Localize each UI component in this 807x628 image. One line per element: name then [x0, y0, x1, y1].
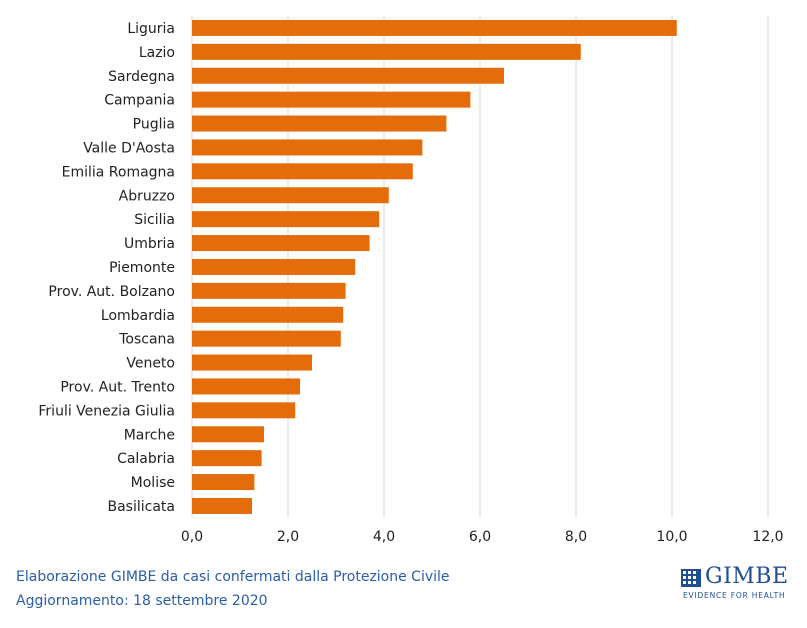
- bar: [192, 474, 255, 491]
- bar: [192, 282, 346, 299]
- category-label: Emilia Romagna: [62, 164, 175, 180]
- category-label: Marche: [124, 427, 175, 443]
- x-tick-label: 2,0: [277, 529, 299, 545]
- x-tick-label: 0,0: [181, 529, 203, 545]
- bar: [192, 258, 356, 275]
- category-label: Veneto: [126, 356, 175, 372]
- footer-source-note: Elaborazione GIMBE da casi confermati da…: [16, 569, 450, 585]
- x-tick-label: 8,0: [565, 529, 587, 545]
- category-label: Prov. Aut. Trento: [60, 379, 175, 395]
- category-label: Liguria: [127, 21, 175, 37]
- bar: [192, 402, 296, 419]
- bar: [192, 330, 341, 347]
- x-tick-label: 4,0: [373, 529, 395, 545]
- bar: [192, 19, 677, 36]
- category-label: Abruzzo: [119, 188, 175, 204]
- bar: [192, 211, 380, 228]
- category-label: Sicilia: [134, 212, 175, 228]
- bar: [192, 67, 504, 84]
- category-label: Piemonte: [109, 260, 175, 276]
- gimbe-logo: GIMBE EVIDENCE FOR HEALTH: [681, 564, 793, 607]
- bar: [192, 306, 344, 323]
- category-label: Prov. Aut. Bolzano: [48, 284, 175, 300]
- category-label: Umbria: [124, 236, 175, 252]
- bar: [192, 187, 389, 204]
- bar: [192, 235, 370, 252]
- bar: [192, 426, 264, 443]
- category-label: Puglia: [133, 117, 175, 133]
- category-label: Lazio: [139, 45, 175, 61]
- category-label: Calabria: [117, 451, 175, 467]
- category-label: Toscana: [118, 332, 175, 348]
- bar: [192, 139, 423, 156]
- logo-wordmark: GIMBE: [705, 564, 789, 589]
- gimbe-grid-icon: [681, 569, 701, 587]
- category-label: Lombardia: [101, 308, 175, 324]
- category-label: Basilicata: [108, 499, 176, 515]
- category-label: Campania: [104, 93, 175, 109]
- category-labels: Liguria Lazio Sardegna Campania Puglia Valle …: [38, 21, 175, 515]
- bar: [192, 378, 300, 395]
- bar: [192, 115, 447, 132]
- category-label: Valle D'Aosta: [83, 140, 175, 156]
- category-label: Sardegna: [108, 69, 175, 85]
- x-tick-label: 12,0: [752, 529, 783, 545]
- bar: [192, 354, 312, 371]
- bar: [192, 450, 262, 467]
- category-label: Molise: [131, 475, 175, 491]
- x-tick-label: 6,0: [469, 529, 491, 545]
- x-tick-label: 10,0: [656, 529, 687, 545]
- bar-chart: Liguria Lazio Sardegna Campania Puglia Valle …: [38, 16, 784, 545]
- footer-update-date: Aggiornamento: 18 settembre 2020: [16, 593, 268, 609]
- bar: [192, 91, 471, 108]
- logo-tagline: EVIDENCE FOR HEALTH: [683, 591, 786, 600]
- category-label: Friuli Venezia Giulia: [38, 403, 175, 419]
- bar: [192, 43, 581, 60]
- bar: [192, 163, 413, 180]
- bar: [192, 497, 252, 514]
- x-axis-tick-labels: 0,0 2,0 4,0 6,0 8,0 10,0 12,0: [181, 529, 784, 545]
- bars: [192, 19, 677, 514]
